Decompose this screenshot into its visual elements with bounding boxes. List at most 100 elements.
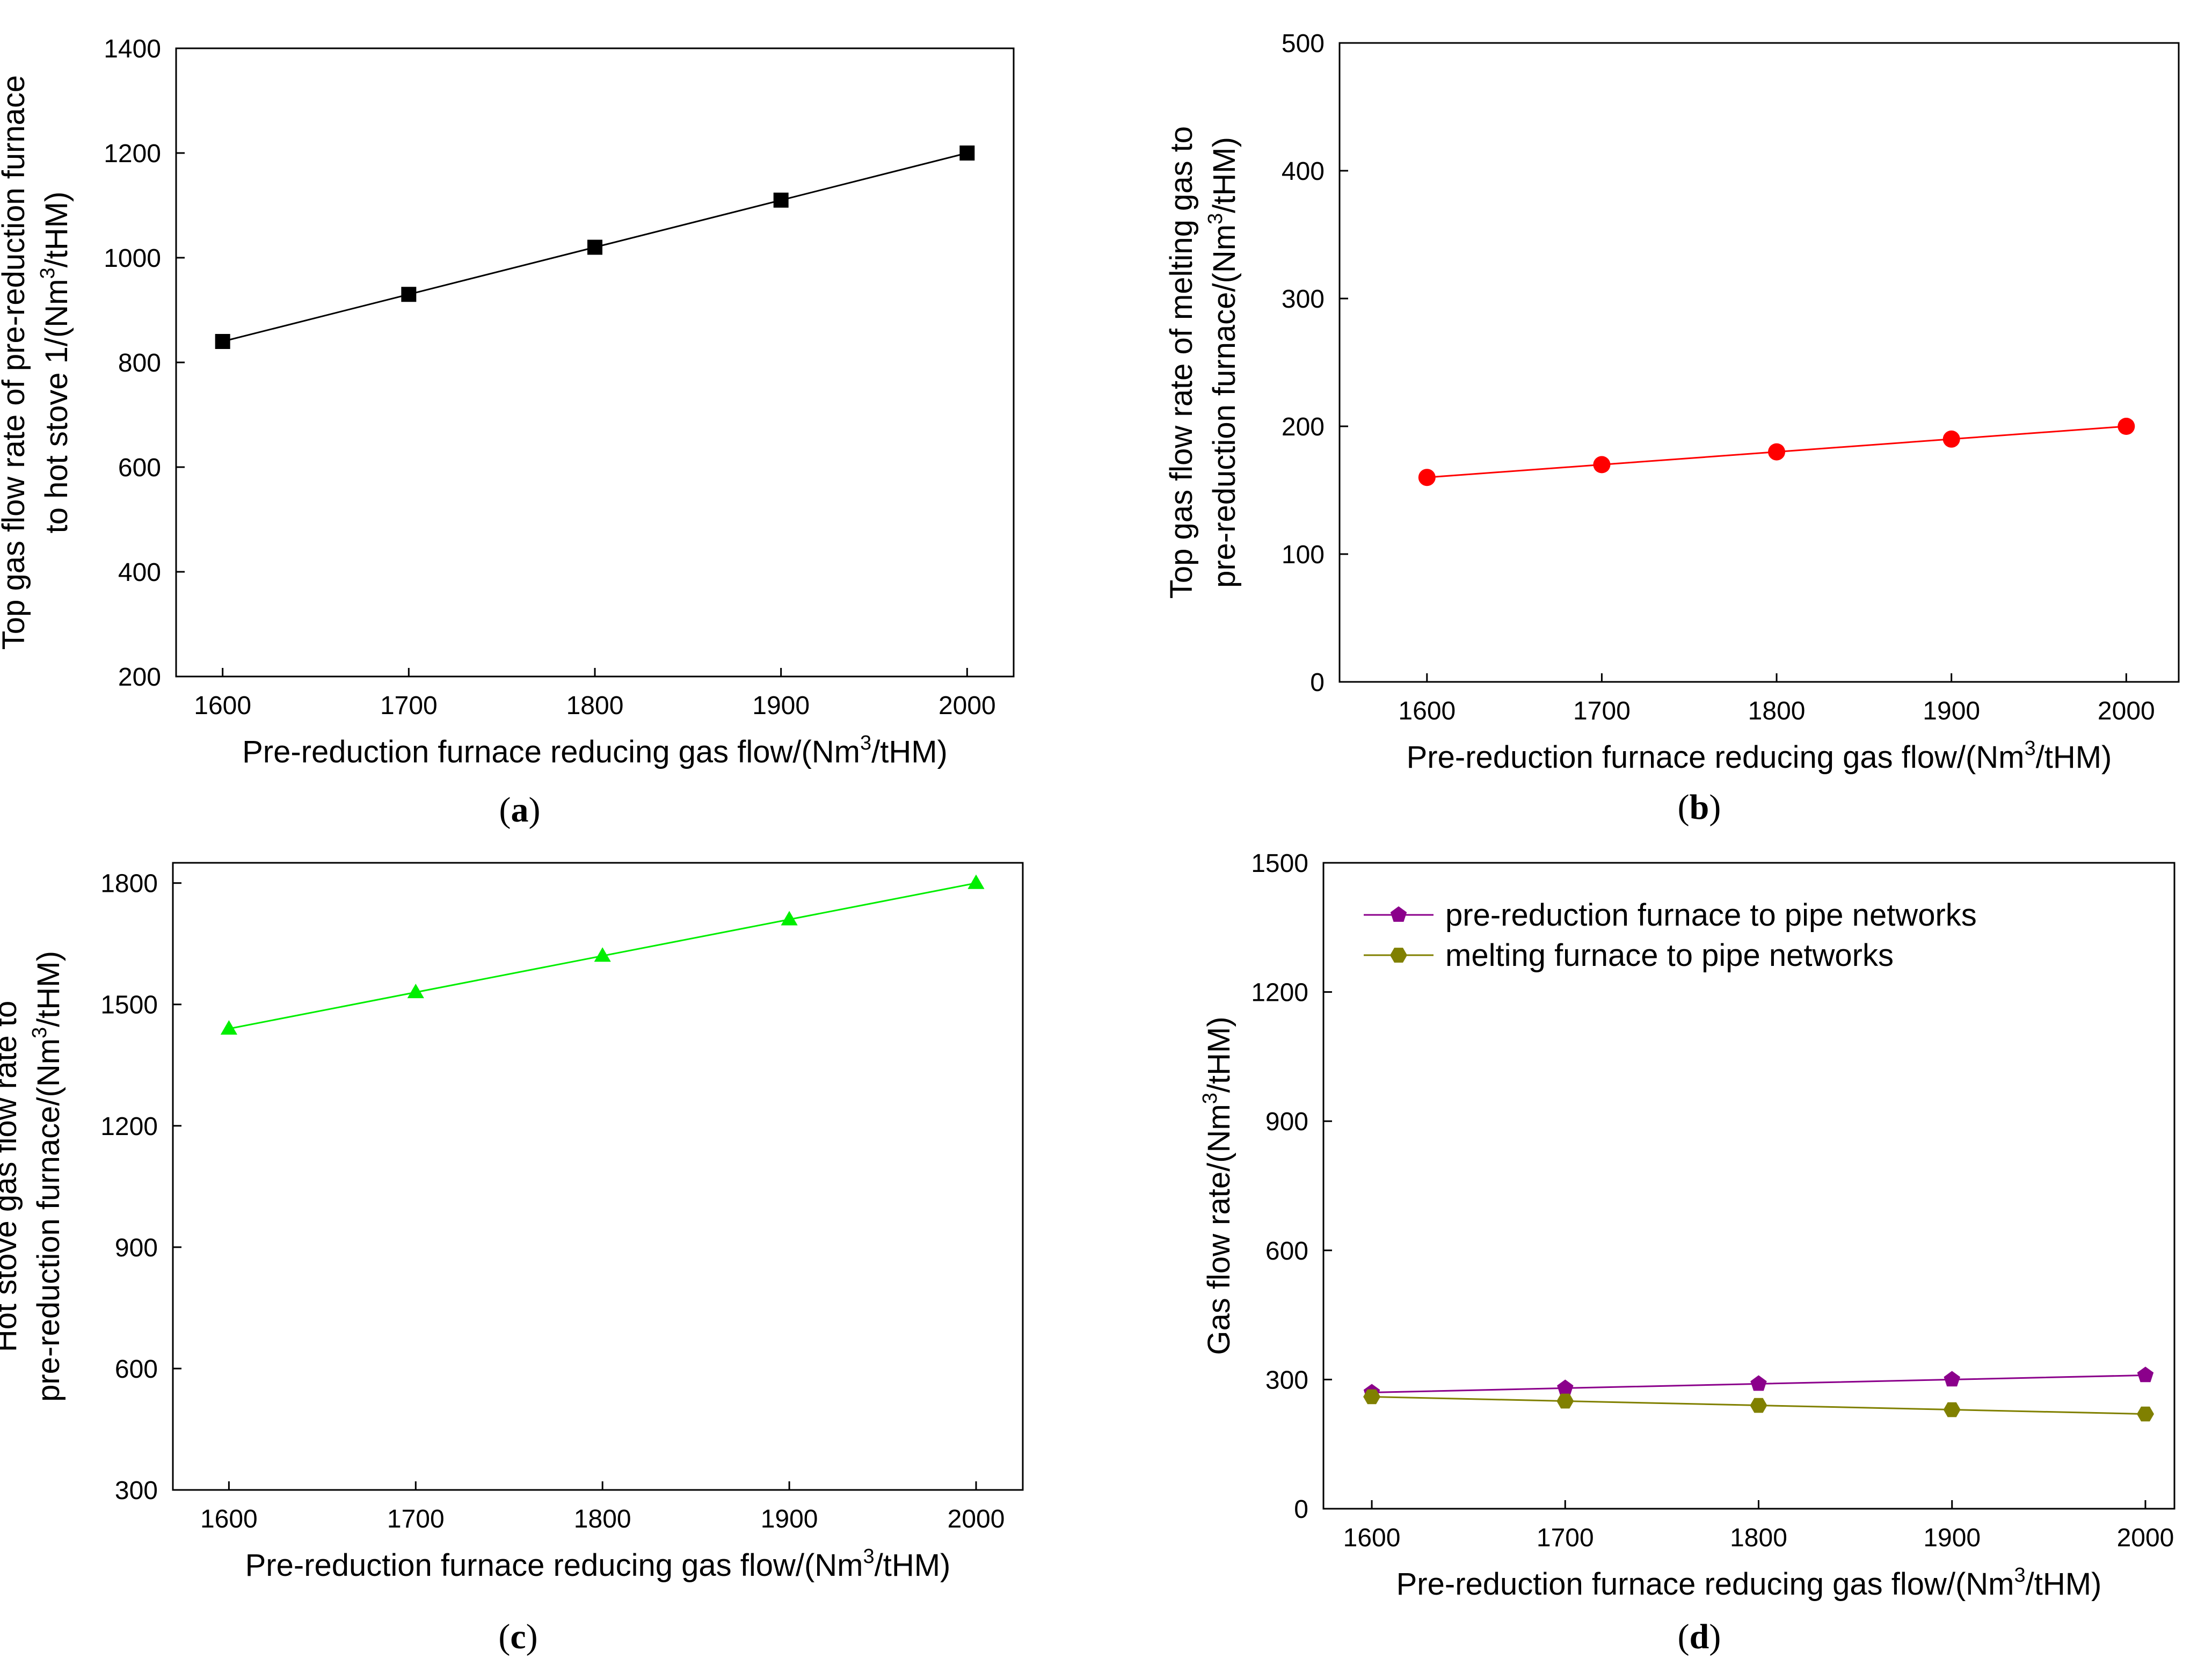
y-axis-label-end: /tHM) xyxy=(39,192,74,268)
data-point xyxy=(215,334,230,349)
x-axis-label-end: /tHM) xyxy=(2026,1567,2102,1602)
x-axis-label-text: Pre-reduction furnace reducing gas flow/… xyxy=(245,1548,863,1583)
x-axis-label-text: Pre-reduction furnace reducing gas flow/… xyxy=(1396,1567,2014,1602)
y-tick-label: 1500 xyxy=(1251,849,1308,878)
data-point xyxy=(1593,456,1611,474)
x-axis-label-text: Pre-reduction furnace reducing gas flow/… xyxy=(1407,740,2025,775)
y-axis-label: Top gas flow rate of melting gas to xyxy=(1164,126,1199,599)
caption-paren: ( xyxy=(1678,1617,1690,1656)
x-axis-label: Pre-reduction furnace reducing gas flow/… xyxy=(245,1545,951,1583)
panel-caption: (c) xyxy=(498,1617,537,1656)
data-point xyxy=(1944,1371,1960,1387)
panel-caption: (b) xyxy=(1678,788,1721,827)
caption-letter: d xyxy=(1690,1617,1709,1656)
y-tick-label: 300 xyxy=(1265,1366,1308,1394)
legend-entry-label: melting furnace to pipe networks xyxy=(1445,938,1894,973)
x-tick-label: 1600 xyxy=(194,692,251,720)
y-axis-label: Gas flow rate/(Nm3/tHM) xyxy=(1199,1016,1236,1355)
legend-marker xyxy=(1390,906,1407,922)
plot-frame xyxy=(172,862,1024,1491)
panel-a: 1600 1700 1800 1900 2000 200 400 600 800 1000 1200… xyxy=(0,35,1015,830)
y-axis-label-end: /tHM) xyxy=(1207,137,1242,213)
x-tick-label: 1800 xyxy=(566,692,624,720)
data-point xyxy=(2118,418,2135,435)
y-tick-label: 1200 xyxy=(104,140,161,168)
data-point xyxy=(1363,1389,1381,1405)
data-point xyxy=(1750,1398,1767,1413)
data-point xyxy=(1418,469,1436,486)
y-tick-label: 400 xyxy=(1282,157,1325,186)
x-tick-label: 1900 xyxy=(1923,697,1980,725)
y-axis-label: to hot stove 1/(Nm3/tHM) xyxy=(37,192,74,534)
y-tick-label: 1200 xyxy=(100,1112,158,1141)
x-axis-label-sup: 3 xyxy=(860,732,871,754)
y-axis-label-end: /tHM) xyxy=(31,951,66,1027)
plot-frame xyxy=(1322,862,2175,1510)
x-tick-label: 1700 xyxy=(1573,697,1631,725)
y-axis-label: Top gas flow rate of pre-reduction furna… xyxy=(0,75,31,650)
data-point xyxy=(2137,1406,2154,1422)
data-point xyxy=(407,984,424,999)
y-tick-label: 1500 xyxy=(100,991,158,1020)
y-axis-label: pre-reduction furnace/(Nm3/tHM) xyxy=(1204,137,1242,588)
x-axis-label-end: /tHM) xyxy=(871,734,948,769)
caption-paren: ( xyxy=(499,790,511,830)
x-tick-label: 1600 xyxy=(1343,1524,1401,1552)
y-axis-label-sup: 3 xyxy=(1204,213,1227,224)
y-tick-label: 600 xyxy=(115,1355,158,1384)
panel-caption: (a) xyxy=(499,790,541,830)
data-point xyxy=(2137,1366,2154,1383)
legend-marker xyxy=(1390,948,1407,963)
data-point xyxy=(1943,1402,1961,1417)
caption-letter: a xyxy=(511,790,529,830)
y-axis-label-text: pre-reduction furnace/(Nm xyxy=(31,1038,66,1402)
x-axis-label-end: /tHM) xyxy=(2036,740,2112,775)
data-point xyxy=(1750,1375,1767,1391)
x-tick-label: 1900 xyxy=(1923,1524,1981,1552)
caption-letter: c xyxy=(510,1617,526,1656)
y-tick-label: 600 xyxy=(118,454,161,482)
panel-caption: (d) xyxy=(1678,1617,1721,1656)
data-point xyxy=(1942,430,1960,448)
data-point xyxy=(401,287,417,302)
y-tick-label: 900 xyxy=(1265,1108,1308,1136)
caption-paren: ) xyxy=(1709,788,1721,827)
x-tick-label: 2000 xyxy=(2117,1524,2174,1552)
y-tick-label: 0 xyxy=(1294,1495,1308,1524)
x-axis-label-sup: 3 xyxy=(2024,737,2035,760)
panel-b: 1600 1700 1800 1900 2000 0 100 200 300 400 500 Pre-… xyxy=(1164,30,2180,827)
y-axis-label: pre-reduction furnace/(Nm3/tHM) xyxy=(28,951,66,1402)
y-tick-label: 600 xyxy=(1265,1237,1308,1266)
y-tick-label: 200 xyxy=(1282,413,1325,441)
y-tick-label: 300 xyxy=(115,1477,158,1505)
y-tick-label: 1000 xyxy=(104,244,161,273)
y-axis-label-end: /tHM) xyxy=(1202,1016,1236,1093)
y-axis-label-sup: 3 xyxy=(37,267,59,279)
x-axis-label-end: /tHM) xyxy=(875,1548,951,1583)
data-point xyxy=(967,874,985,889)
y-axis-label-sup: 3 xyxy=(28,1027,51,1038)
x-axis-label-text: Pre-reduction furnace reducing gas flow/… xyxy=(242,734,860,769)
caption-letter: b xyxy=(1690,788,1709,827)
x-axis-label: Pre-reduction furnace reducing gas flow/… xyxy=(1396,1564,2102,1602)
caption-paren: ) xyxy=(526,1617,538,1656)
data-point xyxy=(1768,443,1786,461)
y-tick-label: 200 xyxy=(118,663,161,692)
plot-frame xyxy=(1338,42,2180,683)
x-axis-label-sup: 3 xyxy=(2014,1564,2025,1587)
x-tick-label: 1700 xyxy=(380,692,438,720)
x-tick-label: 1600 xyxy=(1398,697,1456,725)
x-tick-label: 1800 xyxy=(1748,697,1806,725)
y-axis-label-text: Gas flow rate/(Nm xyxy=(1202,1104,1236,1355)
data-point xyxy=(959,146,975,161)
x-axis-label: Pre-reduction furnace reducing gas flow/… xyxy=(1407,737,2112,775)
data-point xyxy=(773,192,789,208)
y-axis-label: Hot stove gas flow rate to xyxy=(0,1001,23,1352)
x-tick-label: 1700 xyxy=(1537,1524,1594,1552)
x-axis-label-sup: 3 xyxy=(863,1545,874,1568)
x-axis-label: Pre-reduction furnace reducing gas flow/… xyxy=(242,732,948,769)
x-tick-label: 1600 xyxy=(200,1505,258,1533)
x-tick-label: 2000 xyxy=(2098,697,2155,725)
x-tick-label: 2000 xyxy=(938,692,996,720)
